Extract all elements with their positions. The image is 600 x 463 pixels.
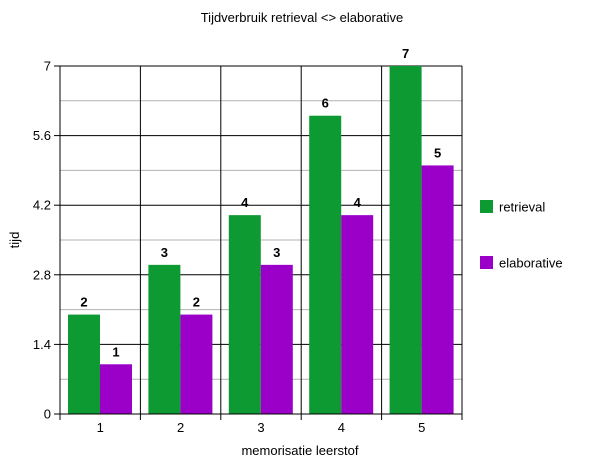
chart-title: Tijdverbruik retrieval <> elaborative [201, 10, 404, 25]
x-tick-labels: 1 2 3 4 5 [97, 420, 426, 435]
bar-retrieval-4 [309, 115, 342, 414]
x-tick-label: 3 [257, 420, 264, 435]
data-label-retrieval-2: 3 [161, 245, 168, 260]
legend-swatch-retrieval [480, 200, 493, 213]
y-tick-label: 5.6 [33, 128, 51, 143]
data-label-elaborative-4: 4 [354, 195, 362, 210]
x-tick-label: 5 [418, 420, 425, 435]
data-label-retrieval-1: 2 [80, 295, 87, 310]
bar-retrieval-5 [389, 66, 422, 414]
y-tick-label: 7 [44, 59, 51, 74]
data-label-retrieval-3: 4 [241, 195, 249, 210]
data-labels: 2 1 3 2 4 3 6 4 7 5 [80, 46, 441, 359]
legend: retrieval elaborative [480, 200, 563, 271]
bar-retrieval-3 [228, 215, 261, 414]
x-tick-label: 4 [338, 420, 345, 435]
data-label-elaborative-2: 2 [193, 295, 200, 310]
bar-elaborative-3 [260, 264, 293, 414]
x-tick-label: 2 [177, 420, 184, 435]
y-tick-label: 1.4 [33, 337, 51, 352]
x-tick-label: 1 [97, 420, 104, 435]
data-label-retrieval-5: 7 [402, 46, 409, 61]
legend-label-retrieval: retrieval [499, 200, 545, 215]
data-label-elaborative-3: 3 [273, 245, 280, 260]
legend-label-elaborative: elaborative [499, 256, 563, 271]
bar-elaborative-4 [341, 215, 374, 414]
y-tick-label: 0 [44, 407, 51, 422]
bar-elaborative-5 [421, 165, 454, 414]
x-axis-label: memorisatie leerstof [241, 443, 358, 458]
data-label-elaborative-1: 1 [112, 344, 119, 359]
y-axis-label: tijd [7, 232, 22, 249]
bar-elaborative-1 [100, 364, 132, 414]
y-tick-labels: 0 1.4 2.8 4.2 5.6 7 [33, 59, 51, 422]
bar-retrieval-1 [68, 314, 100, 414]
y-tick-label: 4.2 [33, 198, 51, 213]
legend-swatch-elaborative [480, 256, 493, 269]
bar-retrieval-2 [148, 264, 181, 414]
data-label-elaborative-5: 5 [434, 145, 441, 160]
axes [54, 65, 463, 420]
data-label-retrieval-4: 6 [322, 96, 329, 111]
y-tick-label: 2.8 [33, 267, 51, 282]
bars [68, 66, 454, 414]
bar-elaborative-2 [180, 314, 213, 414]
